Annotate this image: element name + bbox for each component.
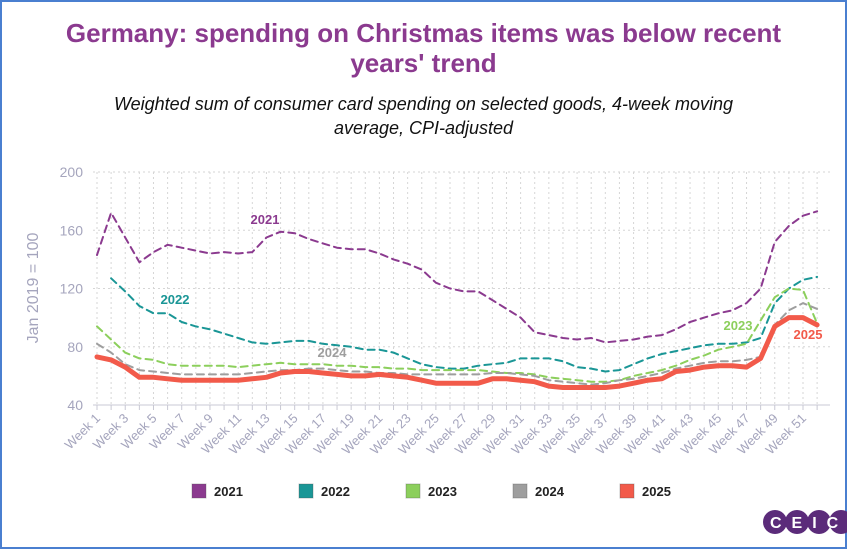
series-annotation: 2025 [794,327,823,342]
chart-title: Germany: spending on Christmas items was… [65,18,782,78]
legend-swatch [619,483,635,499]
y-tick-label: 200 [60,164,84,180]
legend-label: 2023 [428,484,457,499]
legend-label: 2021 [214,484,243,499]
y-tick-label: 80 [67,339,83,355]
legend-label: 2022 [321,484,350,499]
series-line [94,315,820,390]
series-annotation: 2021 [251,212,280,227]
logo-circle [829,510,847,534]
y-axis-label: Jan 2019 = 100 [25,233,42,344]
series-annotation: 2024 [318,345,348,360]
logo-circle [785,510,809,534]
series-annotation: 2022 [161,292,190,307]
series-line [96,287,819,383]
legend-label: 2024 [535,484,565,499]
logo-circle [763,510,787,534]
series-line [96,302,819,386]
chart-subtitle: Weighted sum of consumer card spending o… [113,94,733,138]
legend-swatch [298,483,314,499]
legend-swatch [191,483,207,499]
legend-swatch [405,483,421,499]
logo-circle [807,510,831,534]
logo: CEIC [763,510,847,534]
legend-label: 2025 [642,484,671,499]
series-line [96,210,819,344]
y-tick-label: 40 [67,397,83,413]
y-tick-label: 160 [60,222,84,238]
legend-swatch [512,483,528,499]
logo-text: CEIC [770,515,847,532]
series-annotation: 2023 [724,318,753,333]
series-line [110,275,819,373]
y-tick-label: 120 [60,281,84,297]
